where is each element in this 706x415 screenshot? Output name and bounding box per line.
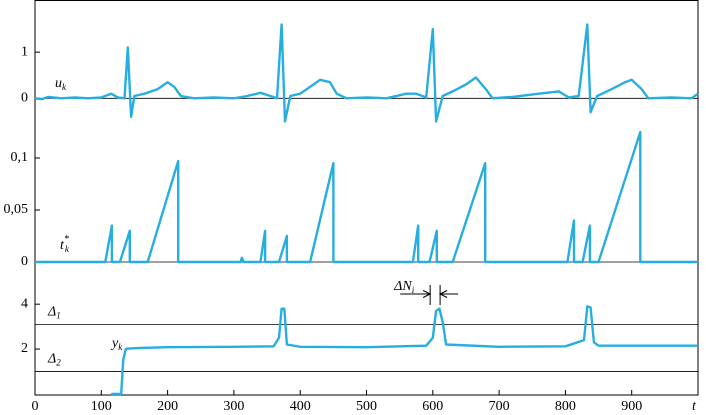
x-tick-label: 600 (422, 399, 443, 414)
y-tick-label: 0 (21, 254, 28, 269)
x-tick-label: 100 (91, 399, 112, 414)
x-tick-label: 900 (621, 399, 642, 414)
series-label: t* k (60, 234, 70, 254)
y-tick-label: 2 (21, 341, 28, 356)
series-label-sup: * (64, 234, 69, 245)
x-tick-label: 800 (555, 399, 576, 414)
series-label-sub: k (62, 82, 67, 92)
y-tick-label: 4 (21, 296, 28, 311)
x-tick-label: 0 (32, 399, 39, 414)
y-tick-label: 0,05 (4, 202, 29, 217)
threshold-label-base: Δ (47, 305, 56, 320)
x-tick-label: 700 (489, 399, 510, 414)
threshold-label-sub: 2 (56, 358, 61, 368)
x-axis-label: t (692, 399, 697, 414)
threshold-label-base: Δ (47, 352, 56, 367)
y-tick-label: 0 (21, 91, 28, 106)
annotation-arrow (438, 290, 459, 298)
signal-line (35, 130, 698, 264)
y-tick-label: 0,1 (11, 150, 29, 165)
threshold-label: Δ1 (47, 305, 61, 321)
series-label: yk (110, 336, 123, 352)
series-label-base: t (60, 238, 65, 253)
annotation-label: ΔNi (393, 279, 415, 295)
annotation-label-base: ΔN (393, 279, 412, 294)
x-tick-label: 500 (356, 399, 377, 414)
series-label-base: u (55, 76, 62, 91)
signal-line (34, 23, 699, 123)
signal-line (111, 305, 698, 396)
series-label-sub: k (118, 342, 123, 352)
annotation-label-sub: i (412, 285, 415, 295)
threshold-label-sub: 1 (56, 310, 61, 320)
series-label-base: y (110, 336, 119, 351)
series-label-sub: k (65, 244, 70, 254)
x-tick-label: 300 (223, 399, 244, 414)
threshold-label: Δ2 (47, 352, 61, 368)
annotation-arrow (400, 290, 432, 298)
x-tick-label: 200 (157, 399, 178, 414)
series-label: uk (55, 76, 67, 92)
y-tick-label: 1 (21, 44, 28, 59)
x-tick-label: 400 (290, 399, 311, 414)
frame (34, 0, 699, 396)
